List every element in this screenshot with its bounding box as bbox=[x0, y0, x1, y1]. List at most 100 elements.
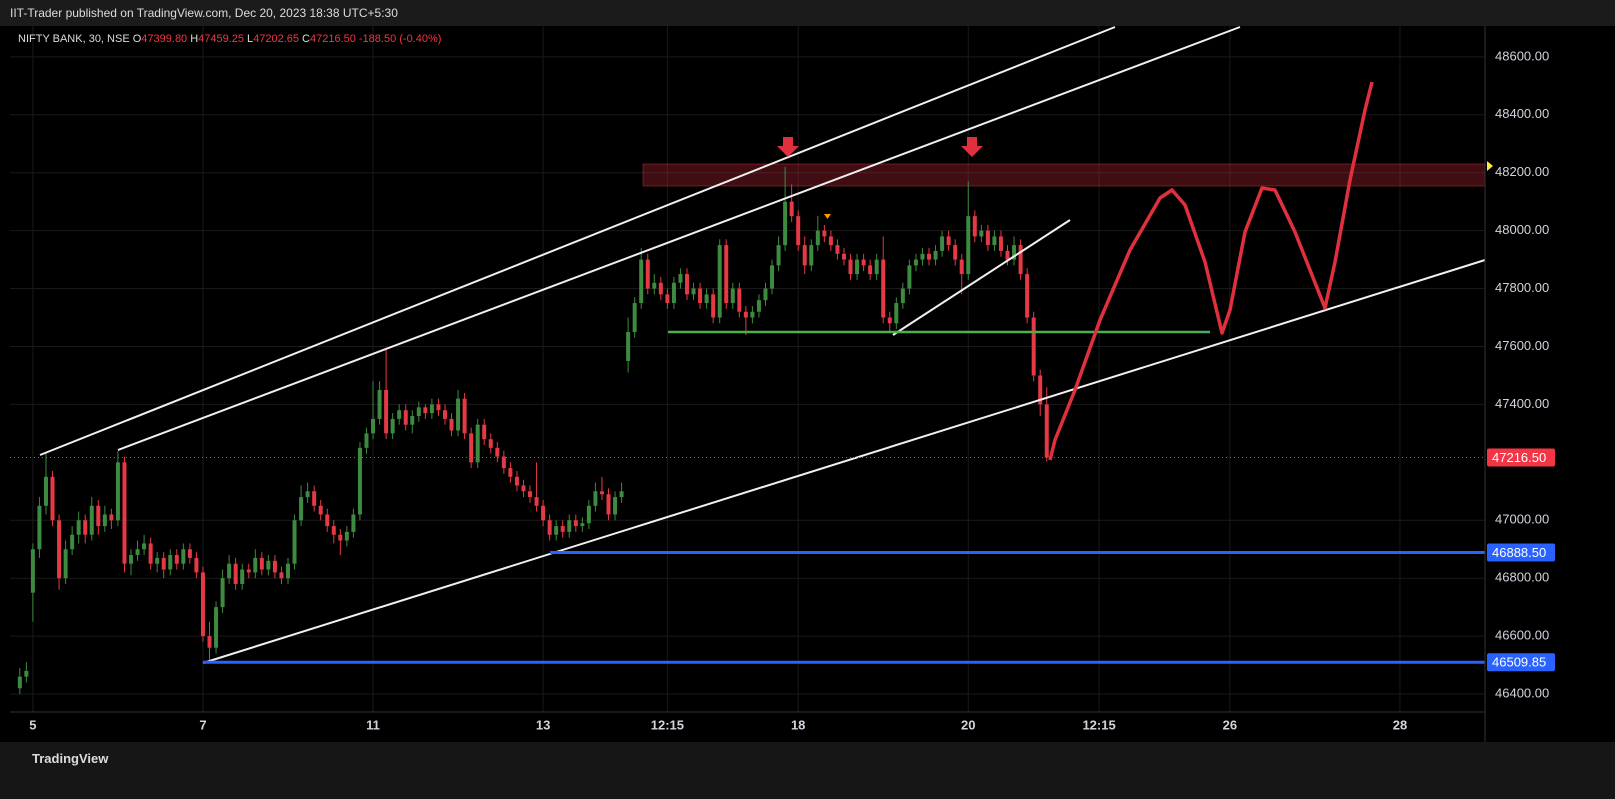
candle-body bbox=[246, 569, 251, 573]
arrow bbox=[961, 137, 983, 157]
candle-body bbox=[619, 491, 624, 498]
candle-body bbox=[691, 288, 696, 295]
candle-body bbox=[214, 607, 219, 648]
price-badge-label: 46509.85 bbox=[1492, 655, 1546, 670]
candle-body bbox=[645, 259, 650, 289]
candle-body bbox=[187, 549, 192, 558]
candle-body bbox=[423, 407, 428, 414]
candle-body bbox=[593, 491, 598, 506]
candle-body bbox=[730, 288, 735, 304]
candle-body bbox=[429, 404, 434, 414]
candle-body bbox=[194, 557, 199, 573]
ohlc-key: C bbox=[302, 33, 310, 45]
candle-body bbox=[822, 230, 827, 237]
candle-body bbox=[482, 424, 487, 440]
candle-body bbox=[181, 549, 186, 564]
candle-body bbox=[861, 259, 866, 266]
candle-body bbox=[266, 560, 271, 570]
y-tick-label: 46600.00 bbox=[1495, 628, 1549, 643]
candle-body bbox=[972, 216, 977, 237]
candle-body bbox=[541, 505, 546, 521]
candle-body bbox=[259, 557, 264, 570]
y-tick-label: 48200.00 bbox=[1495, 164, 1549, 179]
candle-body bbox=[828, 236, 833, 246]
candle-body bbox=[940, 236, 945, 251]
candle-body bbox=[770, 265, 775, 289]
footer: TradingView bbox=[0, 742, 1615, 799]
candle-body bbox=[351, 514, 356, 532]
candle-body bbox=[279, 572, 284, 579]
candle-body bbox=[377, 389, 382, 419]
candle-body bbox=[122, 462, 127, 564]
candle-body bbox=[30, 549, 35, 593]
candle-body bbox=[554, 526, 559, 535]
candle-body bbox=[613, 497, 618, 515]
price-badge bbox=[1487, 653, 1555, 672]
candle-body bbox=[671, 282, 676, 304]
candle-body bbox=[305, 491, 310, 498]
candle-body bbox=[560, 526, 565, 532]
candle-body bbox=[240, 569, 245, 584]
candle-body bbox=[43, 476, 48, 506]
candle-body bbox=[665, 294, 670, 304]
candle-body bbox=[717, 245, 722, 318]
candle-body bbox=[652, 282, 657, 289]
candle-body bbox=[50, 476, 55, 521]
candle-body bbox=[161, 557, 166, 570]
candle-body bbox=[907, 265, 912, 289]
candle-body bbox=[17, 676, 22, 689]
candle-body bbox=[1018, 245, 1023, 275]
change: -188.50 (-0.40%) bbox=[358, 33, 442, 45]
candle-body bbox=[626, 332, 631, 361]
brand: TradingView bbox=[32, 751, 109, 766]
candle-body bbox=[76, 520, 81, 535]
candle-body bbox=[913, 259, 918, 266]
candle-body bbox=[469, 433, 474, 463]
candle-body bbox=[403, 410, 408, 425]
candle-body bbox=[318, 505, 323, 515]
y-tick-label: 48000.00 bbox=[1495, 222, 1549, 237]
candle-body bbox=[57, 520, 62, 579]
candles bbox=[17, 166, 1049, 695]
price-lines bbox=[10, 457, 1485, 664]
candle-body bbox=[789, 201, 794, 217]
candle-body bbox=[756, 300, 761, 312]
candle-body bbox=[887, 317, 892, 324]
candle-body bbox=[835, 245, 840, 254]
candle-body bbox=[364, 433, 369, 448]
candle-body bbox=[920, 253, 925, 260]
candle-body bbox=[312, 491, 317, 506]
candle-body bbox=[783, 201, 788, 246]
candle-body bbox=[24, 670, 29, 677]
candle-body bbox=[776, 245, 781, 266]
candle-body bbox=[855, 259, 860, 275]
candle-body bbox=[475, 424, 480, 463]
candle-body bbox=[155, 557, 160, 564]
candle-body bbox=[606, 494, 611, 515]
ohlc-value: 47399.80 bbox=[141, 33, 188, 45]
candle-body bbox=[678, 274, 683, 283]
candle-body bbox=[436, 404, 441, 411]
price-badge bbox=[1487, 448, 1555, 467]
y-tick-label: 47600.00 bbox=[1495, 338, 1549, 353]
y-tick-label: 47000.00 bbox=[1495, 512, 1549, 527]
y-tick-label: 46400.00 bbox=[1495, 685, 1549, 700]
candle-body bbox=[331, 526, 336, 535]
candle-body bbox=[416, 407, 421, 416]
ohlc: O47399.80 H47459.25 L47202.65 C47216.50 bbox=[133, 33, 359, 45]
candle-body bbox=[796, 216, 801, 246]
candle-body bbox=[70, 534, 75, 550]
candle-body bbox=[338, 534, 343, 541]
ohlc-key: H bbox=[190, 33, 199, 45]
y-tick-label: 47800.00 bbox=[1495, 280, 1549, 295]
plot-background bbox=[10, 26, 1485, 712]
resistance-zone bbox=[642, 163, 1486, 187]
chart: 46400.00 46600.00 46800.00 47000.00 47400.00… bbox=[10, 25, 1555, 742]
candle-body bbox=[966, 216, 971, 275]
candle-body bbox=[109, 514, 114, 521]
candle-body bbox=[200, 572, 205, 637]
x-tick-label: 7 bbox=[199, 717, 206, 732]
x-tick-label: 26 bbox=[1223, 717, 1237, 732]
candle-body bbox=[979, 230, 984, 237]
candle-body bbox=[632, 303, 637, 333]
